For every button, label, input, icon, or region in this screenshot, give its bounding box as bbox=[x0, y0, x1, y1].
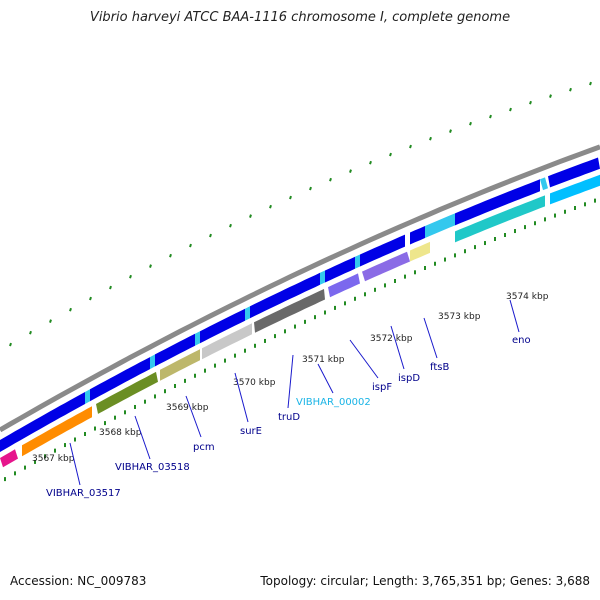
tick-mark bbox=[349, 169, 352, 173]
gene-label: pcm bbox=[193, 442, 215, 453]
tick-mark bbox=[529, 100, 532, 105]
gene-label: truD bbox=[278, 412, 300, 423]
feature-block bbox=[328, 273, 360, 298]
scale-label: 3571 kbp bbox=[302, 355, 345, 365]
strand-gap bbox=[150, 354, 155, 370]
strand-segment bbox=[90, 357, 150, 402]
strand-segment bbox=[455, 179, 540, 226]
strand-segment bbox=[548, 157, 600, 188]
tick-mark bbox=[49, 319, 52, 323]
leader-line bbox=[317, 363, 334, 394]
tick-mark bbox=[289, 195, 292, 200]
leader-line bbox=[390, 325, 405, 370]
strand-gap bbox=[85, 389, 90, 404]
tick-mark bbox=[169, 253, 172, 258]
scale-label: 3570 kbp bbox=[233, 378, 276, 388]
gene-label: eno bbox=[512, 335, 531, 346]
leader-line bbox=[185, 395, 202, 438]
gene-label: ispF bbox=[372, 382, 392, 393]
strand-gap bbox=[195, 331, 200, 346]
strand-segment bbox=[0, 392, 85, 452]
strand-gap bbox=[540, 177, 548, 191]
tick-mark bbox=[149, 264, 152, 268]
tick-mark bbox=[489, 114, 492, 119]
tick-marks bbox=[4, 81, 596, 482]
feature-block bbox=[550, 174, 600, 205]
gene-tracks bbox=[0, 144, 600, 468]
leader-line bbox=[423, 317, 438, 359]
tick-mark bbox=[209, 233, 212, 238]
tick-mark bbox=[389, 152, 392, 157]
strand-gap bbox=[425, 213, 455, 238]
strand-segment bbox=[200, 308, 245, 344]
tick-mark bbox=[89, 296, 92, 301]
gene-label: VIBHAR_00002 bbox=[296, 397, 371, 408]
map-title: Vibrio harveyi ATCC BAA-1116 chromosome … bbox=[89, 10, 511, 25]
tick-mark bbox=[569, 87, 572, 92]
gene-label: surE bbox=[240, 426, 262, 437]
feature-block bbox=[410, 241, 430, 262]
tick-mark bbox=[429, 136, 432, 141]
feature-block bbox=[22, 406, 92, 457]
gene-label: VIBHAR_03518 bbox=[115, 462, 190, 473]
leader-line bbox=[287, 354, 294, 409]
tick-mark bbox=[509, 107, 512, 112]
feature-block bbox=[160, 349, 200, 381]
tick-mark bbox=[189, 243, 192, 248]
tick-mark bbox=[109, 285, 112, 290]
tick-mark bbox=[369, 160, 372, 165]
backbone-line bbox=[0, 144, 600, 433]
tick-mark bbox=[69, 307, 72, 312]
strand-segment bbox=[155, 333, 195, 367]
gene-label: VIBHAR_03517 bbox=[46, 488, 121, 499]
tick-mark bbox=[9, 342, 12, 347]
leader-line bbox=[69, 442, 81, 486]
strand-segment bbox=[360, 234, 405, 267]
gene-label: ftsB bbox=[430, 362, 449, 373]
accession-text: Accession: NC_009783 bbox=[10, 574, 147, 588]
scale-label: 3569 kbp bbox=[166, 403, 209, 413]
tick-mark bbox=[589, 81, 592, 86]
tick-mark bbox=[309, 186, 312, 191]
tick-mark bbox=[29, 330, 32, 335]
feature-block bbox=[455, 195, 545, 243]
scale-label: 3567 kbp bbox=[32, 454, 75, 464]
leader-line bbox=[349, 339, 379, 379]
leader-line bbox=[509, 299, 520, 333]
tick-mark bbox=[229, 223, 232, 228]
tick-mark bbox=[269, 204, 272, 209]
strand-segment bbox=[250, 272, 320, 319]
scale-label: 3574 kbp bbox=[506, 292, 549, 302]
feature-block bbox=[202, 323, 252, 360]
strand-gap bbox=[355, 254, 360, 269]
scale-label: 3572 kbp bbox=[370, 334, 413, 344]
leader-line bbox=[134, 415, 151, 460]
tick-mark bbox=[249, 214, 252, 218]
tick-mark bbox=[129, 274, 132, 279]
feature-block bbox=[96, 371, 158, 414]
tick-mark bbox=[469, 121, 472, 126]
strand-segment bbox=[410, 226, 425, 245]
feature-block bbox=[362, 251, 410, 282]
tick-mark bbox=[449, 129, 452, 133]
scale-label: 3573 kbp bbox=[438, 312, 481, 322]
tick-mark bbox=[549, 94, 552, 98]
feature-block bbox=[0, 449, 18, 468]
scale-label: 3568 kbp bbox=[99, 428, 142, 438]
strand-gap bbox=[320, 270, 325, 285]
leader-line bbox=[234, 372, 249, 423]
tick-mark bbox=[329, 177, 332, 182]
topology-text: Topology: circular; Length: 3,765,351 bp… bbox=[260, 574, 590, 588]
tick-mark bbox=[409, 144, 412, 149]
strand-segment bbox=[325, 256, 355, 283]
strand-gap bbox=[245, 306, 250, 321]
feature-block bbox=[254, 289, 325, 333]
map-labels: 3567 kbp 3568 kbp 3569 kbp 3570 kbp 3571 kbp… bbox=[32, 292, 549, 499]
gene-label: ispD bbox=[398, 373, 420, 384]
